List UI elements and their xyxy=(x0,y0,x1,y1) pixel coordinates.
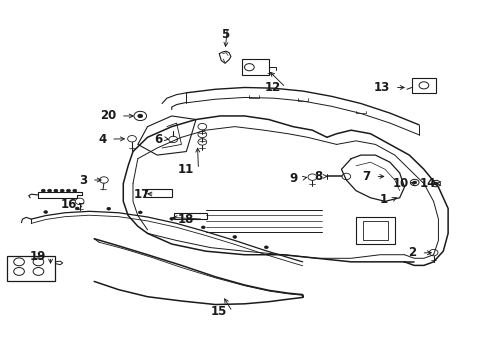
Text: 7: 7 xyxy=(362,170,370,183)
Text: 20: 20 xyxy=(100,109,116,122)
Circle shape xyxy=(138,211,142,214)
Circle shape xyxy=(54,189,58,192)
Text: 10: 10 xyxy=(392,177,408,190)
Bar xyxy=(363,221,386,240)
Text: 17: 17 xyxy=(133,188,150,201)
Circle shape xyxy=(73,189,77,192)
Circle shape xyxy=(47,189,51,192)
Text: 9: 9 xyxy=(289,172,297,185)
Text: 8: 8 xyxy=(313,170,322,183)
Text: 4: 4 xyxy=(98,132,106,145)
Text: 2: 2 xyxy=(407,247,416,260)
Bar xyxy=(174,213,207,219)
Bar xyxy=(7,256,55,282)
Circle shape xyxy=(433,182,437,185)
Circle shape xyxy=(232,235,236,238)
Text: 3: 3 xyxy=(79,174,87,186)
Text: 6: 6 xyxy=(154,132,162,145)
Text: 11: 11 xyxy=(177,163,193,176)
Circle shape xyxy=(106,207,110,210)
Circle shape xyxy=(44,211,47,213)
Text: 12: 12 xyxy=(264,81,280,94)
Bar xyxy=(355,217,394,244)
Bar xyxy=(145,189,171,197)
Circle shape xyxy=(75,207,79,210)
Text: 18: 18 xyxy=(177,213,193,226)
Bar xyxy=(242,59,268,75)
Text: 5: 5 xyxy=(221,28,229,41)
Circle shape xyxy=(66,189,70,192)
Circle shape xyxy=(264,246,268,249)
Circle shape xyxy=(41,189,45,192)
Text: 16: 16 xyxy=(61,198,77,211)
Bar xyxy=(411,78,435,93)
Circle shape xyxy=(201,226,205,229)
Text: 1: 1 xyxy=(379,193,386,206)
Text: 15: 15 xyxy=(211,305,227,318)
Circle shape xyxy=(169,217,173,220)
Text: 19: 19 xyxy=(29,250,45,263)
Circle shape xyxy=(138,114,142,118)
Circle shape xyxy=(60,189,64,192)
Text: 14: 14 xyxy=(419,177,435,190)
Text: 13: 13 xyxy=(373,81,389,94)
Circle shape xyxy=(412,181,416,184)
